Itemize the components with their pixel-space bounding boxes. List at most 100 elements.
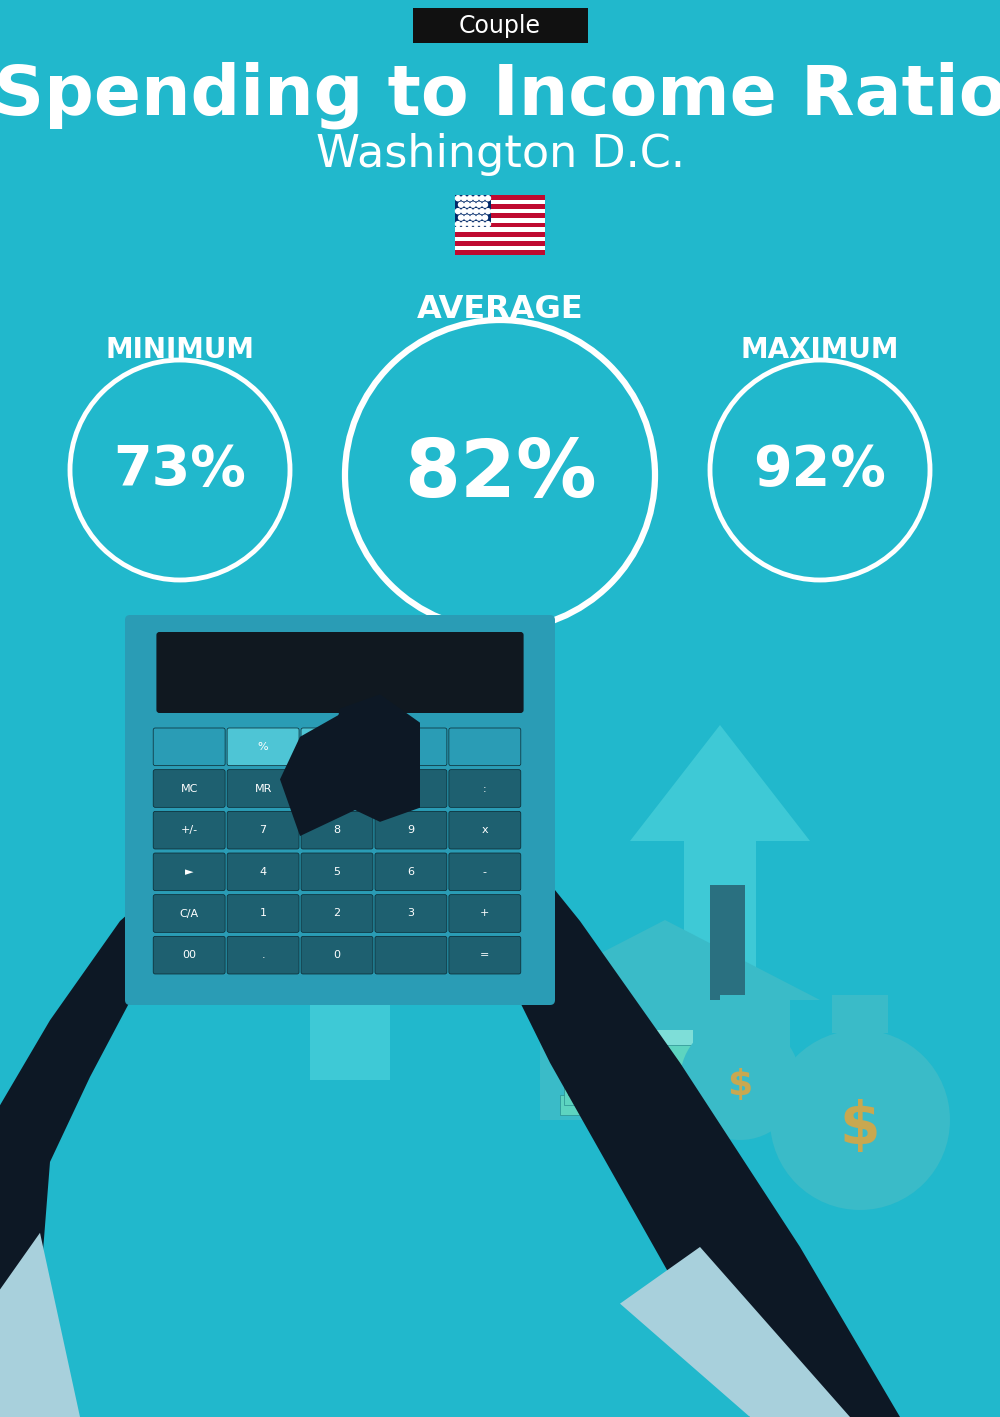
FancyBboxPatch shape xyxy=(153,894,225,932)
Text: Washington D.C.: Washington D.C. xyxy=(316,133,684,177)
Circle shape xyxy=(477,215,482,220)
FancyBboxPatch shape xyxy=(455,196,491,227)
Text: 6: 6 xyxy=(407,867,414,877)
Circle shape xyxy=(474,208,479,214)
FancyBboxPatch shape xyxy=(638,1030,692,1119)
Text: MINIMUM: MINIMUM xyxy=(106,336,254,364)
FancyBboxPatch shape xyxy=(455,196,545,200)
Circle shape xyxy=(456,208,460,214)
Text: M+: M+ xyxy=(401,784,420,794)
FancyBboxPatch shape xyxy=(227,937,299,973)
Polygon shape xyxy=(320,694,420,822)
Polygon shape xyxy=(280,708,380,836)
Text: Spending to Income Ratio: Spending to Income Ratio xyxy=(0,61,1000,129)
FancyBboxPatch shape xyxy=(375,853,447,891)
Polygon shape xyxy=(630,726,810,1015)
Text: 0: 0 xyxy=(333,951,340,961)
Text: $: $ xyxy=(727,1068,753,1102)
Circle shape xyxy=(456,221,460,227)
FancyBboxPatch shape xyxy=(375,728,447,765)
Polygon shape xyxy=(620,1247,850,1417)
Text: AVERAGE: AVERAGE xyxy=(417,295,583,326)
FancyBboxPatch shape xyxy=(580,1044,720,1066)
Polygon shape xyxy=(0,1233,80,1417)
FancyBboxPatch shape xyxy=(413,9,588,43)
Text: $: $ xyxy=(840,1100,880,1156)
FancyBboxPatch shape xyxy=(540,1000,790,1119)
FancyBboxPatch shape xyxy=(564,1085,704,1105)
FancyBboxPatch shape xyxy=(156,632,524,713)
Text: 00: 00 xyxy=(182,951,196,961)
FancyBboxPatch shape xyxy=(153,728,225,765)
Circle shape xyxy=(468,208,473,214)
FancyBboxPatch shape xyxy=(572,1066,712,1085)
Circle shape xyxy=(477,203,482,207)
Circle shape xyxy=(482,203,488,207)
Text: 4: 4 xyxy=(260,867,267,877)
FancyBboxPatch shape xyxy=(153,853,225,891)
Text: %: % xyxy=(258,743,268,752)
Circle shape xyxy=(480,208,484,214)
FancyBboxPatch shape xyxy=(455,222,545,227)
Text: ►: ► xyxy=(185,867,193,877)
Circle shape xyxy=(468,221,473,227)
Circle shape xyxy=(458,203,464,207)
Circle shape xyxy=(471,215,476,220)
Text: =: = xyxy=(480,951,490,961)
FancyBboxPatch shape xyxy=(375,937,447,973)
FancyBboxPatch shape xyxy=(375,812,447,849)
Circle shape xyxy=(480,221,484,227)
FancyBboxPatch shape xyxy=(455,237,545,241)
Text: 3: 3 xyxy=(407,908,414,918)
Text: 2: 2 xyxy=(333,908,341,918)
Text: 82%: 82% xyxy=(404,436,596,514)
Circle shape xyxy=(680,1020,800,1141)
Text: -: - xyxy=(483,867,487,877)
FancyBboxPatch shape xyxy=(455,208,545,214)
Text: 8: 8 xyxy=(333,825,341,835)
Text: M-: M- xyxy=(330,784,344,794)
Circle shape xyxy=(486,208,490,214)
FancyBboxPatch shape xyxy=(455,241,545,245)
FancyBboxPatch shape xyxy=(455,204,545,208)
Circle shape xyxy=(462,196,466,201)
FancyBboxPatch shape xyxy=(449,769,521,808)
Circle shape xyxy=(464,203,470,207)
Polygon shape xyxy=(420,765,900,1417)
FancyBboxPatch shape xyxy=(455,245,545,251)
FancyBboxPatch shape xyxy=(455,214,545,218)
Text: MU: MU xyxy=(328,743,346,752)
Circle shape xyxy=(474,196,479,201)
Circle shape xyxy=(486,221,490,227)
Circle shape xyxy=(456,196,460,201)
FancyBboxPatch shape xyxy=(227,728,299,765)
FancyBboxPatch shape xyxy=(301,853,373,891)
FancyBboxPatch shape xyxy=(153,812,225,849)
Text: 5: 5 xyxy=(333,867,340,877)
Text: +/-: +/- xyxy=(181,825,198,835)
Circle shape xyxy=(462,221,466,227)
Circle shape xyxy=(468,196,473,201)
FancyBboxPatch shape xyxy=(301,894,373,932)
Text: MC: MC xyxy=(180,784,198,794)
Text: x: x xyxy=(482,825,488,835)
Text: 7: 7 xyxy=(260,825,267,835)
Polygon shape xyxy=(510,920,820,1000)
Text: 9: 9 xyxy=(407,825,414,835)
FancyBboxPatch shape xyxy=(455,218,545,222)
Text: .: . xyxy=(261,951,265,961)
FancyBboxPatch shape xyxy=(375,894,447,932)
FancyBboxPatch shape xyxy=(301,937,373,973)
FancyBboxPatch shape xyxy=(227,853,299,891)
Circle shape xyxy=(486,196,490,201)
FancyBboxPatch shape xyxy=(568,1076,708,1095)
Circle shape xyxy=(482,215,488,220)
FancyBboxPatch shape xyxy=(449,853,521,891)
FancyBboxPatch shape xyxy=(720,995,760,1023)
FancyBboxPatch shape xyxy=(125,615,555,1005)
FancyBboxPatch shape xyxy=(375,769,447,808)
FancyBboxPatch shape xyxy=(449,894,521,932)
FancyBboxPatch shape xyxy=(455,227,545,232)
FancyBboxPatch shape xyxy=(449,937,521,973)
Circle shape xyxy=(464,215,470,220)
